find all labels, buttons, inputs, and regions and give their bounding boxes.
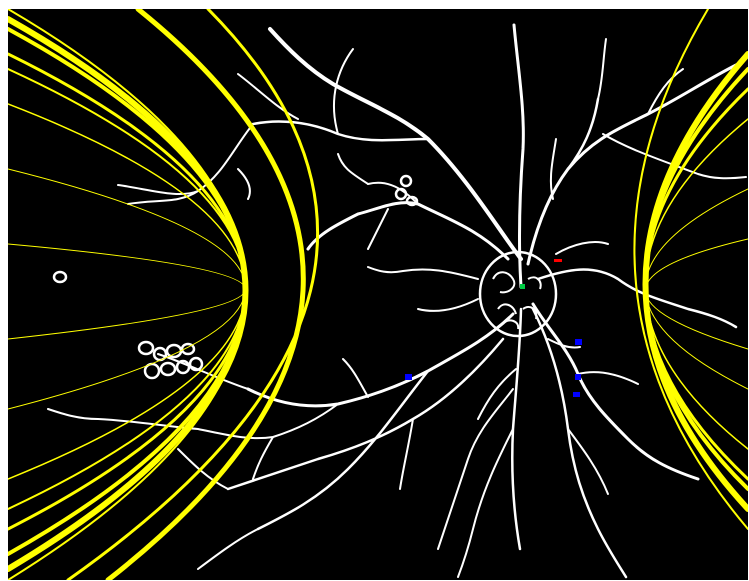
- vessel-segment: [549, 138, 557, 200]
- vessel-segment: [332, 48, 354, 135]
- vessel-segment: [417, 298, 479, 312]
- ring-lesion: [188, 356, 204, 372]
- vessel-segment: [268, 27, 523, 261]
- vessel-segment: [337, 153, 369, 185]
- vessel-tree: [47, 23, 747, 579]
- vessel-segment: [437, 388, 514, 550]
- vessel-segment: [47, 403, 339, 440]
- ring-lesion: [52, 270, 68, 284]
- vessel-segment: [512, 23, 525, 289]
- ring-lesion: [159, 361, 177, 377]
- ring-lesion: [175, 359, 191, 375]
- vessel-segment: [399, 418, 414, 490]
- vessel-segment: [531, 307, 628, 579]
- blue-marker: [575, 374, 581, 380]
- vessel-segment: [367, 181, 419, 205]
- fitted-curve: [633, 9, 748, 530]
- vessel-segment: [237, 168, 251, 200]
- vessel-segment: [306, 201, 510, 261]
- vessel-segment: [531, 302, 700, 481]
- optic-disc: [478, 250, 558, 338]
- vessel-segment: [367, 266, 479, 280]
- vessel-segment: [567, 428, 609, 495]
- fitted-curve: [66, 9, 319, 580]
- keypoint-markers: [405, 259, 582, 397]
- vessel-segment: [237, 73, 299, 120]
- vessel-segment: [256, 369, 430, 531]
- vessel-segment: [477, 368, 517, 420]
- segmented-fundus-image: [8, 9, 748, 580]
- ring-lesions: [52, 174, 419, 380]
- vessel-segment: [127, 190, 199, 205]
- vessel-segment: [555, 241, 609, 255]
- ring-lesion: [405, 195, 419, 207]
- ring-lesion: [394, 187, 408, 201]
- vessel-segment: [457, 428, 514, 578]
- vessel-segment: [342, 358, 369, 398]
- blue-marker: [573, 392, 580, 397]
- fitted-curve: [8, 243, 246, 340]
- vessel-segment: [547, 338, 581, 349]
- ring-lesion: [180, 342, 196, 356]
- vessel-segment: [197, 528, 259, 570]
- parabola-curves: [8, 9, 748, 580]
- vessel-segment: [597, 38, 607, 100]
- fitted-curve: [645, 238, 748, 350]
- optic-disc-texture: [492, 271, 542, 330]
- ring-lesion: [137, 340, 155, 356]
- vessel-segment: [367, 208, 389, 250]
- blue-marker: [575, 339, 582, 345]
- ring-lesion: [399, 174, 413, 188]
- fitted-curve: [105, 9, 306, 580]
- vessel-segment: [252, 436, 274, 480]
- red-marker: [554, 259, 562, 262]
- vessel-segment: [577, 371, 639, 385]
- vessel-segment: [647, 68, 684, 115]
- vessel-segment: [566, 97, 600, 171]
- blue-marker: [405, 374, 412, 380]
- optic-disc-rim: [478, 250, 558, 338]
- vessel-segment: [536, 268, 738, 329]
- vessel-segment: [246, 312, 515, 408]
- center-marker: [520, 284, 525, 289]
